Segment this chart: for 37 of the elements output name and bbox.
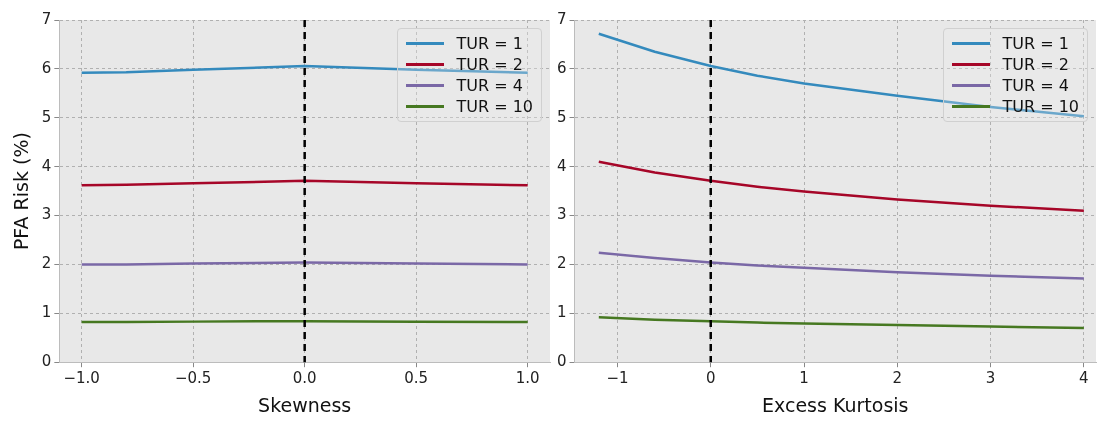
legend-label: TUR = 4 <box>1002 75 1069 96</box>
y-tick-label: 7 <box>557 9 567 28</box>
y-tick-label: 3 <box>557 205 567 224</box>
legend-label: TUR = 10 <box>456 96 533 117</box>
y-tick-label: 2 <box>557 254 567 273</box>
y-tick-label: 0 <box>557 352 567 371</box>
y-tick-label: 3 <box>41 205 52 224</box>
y-tick-label: 4 <box>557 156 567 175</box>
legend-label: TUR = 1 <box>1002 33 1069 54</box>
y-tick-label: 6 <box>41 58 52 77</box>
x-tick-label: 4 <box>1079 369 1089 388</box>
x-tick-label: −0.5 <box>174 369 212 388</box>
x-tick-label: 0.0 <box>292 369 317 388</box>
x-tick-label: 0.5 <box>404 369 429 388</box>
y-tick-label: 5 <box>41 107 52 126</box>
legend-label: TUR = 4 <box>456 75 523 96</box>
y-tick-label: 4 <box>41 156 52 175</box>
y-tick-label: 6 <box>557 58 567 77</box>
x-tick-label: −1.0 <box>63 369 100 388</box>
y-tick-label: 7 <box>41 9 52 28</box>
y-tick-label: 1 <box>557 303 567 322</box>
x-tick-label: 1.0 <box>515 369 540 388</box>
y-tick-label: 1 <box>41 303 52 322</box>
x-tick-label: 3 <box>985 369 996 388</box>
legend-label: TUR = 2 <box>1002 54 1069 75</box>
y-tick-label: 0 <box>41 352 52 371</box>
x-axis-title: Excess Kurtosis <box>762 393 909 416</box>
x-axis-title: Skewness <box>258 393 352 416</box>
legend-label: TUR = 2 <box>456 54 523 75</box>
legend-label: TUR = 1 <box>456 33 523 54</box>
x-tick-label: −1 <box>606 369 629 388</box>
x-tick-label: 2 <box>892 369 903 388</box>
y-tick-label: 2 <box>41 254 52 273</box>
x-tick-label: 0 <box>705 369 716 388</box>
y-tick-label: 5 <box>557 107 567 126</box>
x-tick-label: 1 <box>799 369 809 388</box>
y-axis-title: PFA Risk (%) <box>10 132 33 251</box>
